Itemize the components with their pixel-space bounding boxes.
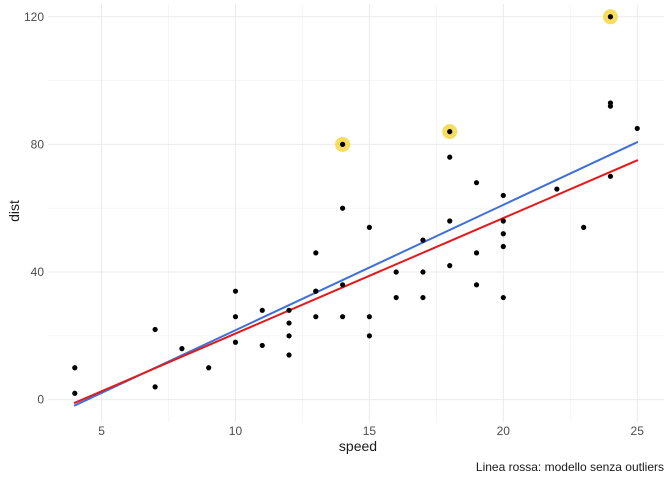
data-point [473,282,480,288]
data-point [206,365,212,371]
data-point [340,205,346,211]
data-point [393,269,399,275]
data-points [72,14,640,396]
data-point [447,263,453,269]
data-point [473,180,480,186]
data-point [152,384,158,390]
data-point [607,173,614,179]
data-point [581,224,587,230]
data-point [152,326,158,333]
data-point [72,390,78,396]
x-tick-label: 25 [631,424,645,438]
y-tick-label: 120 [24,10,44,24]
data-point [500,231,506,237]
data-point [500,192,506,199]
data-point [607,100,614,106]
data-point [607,14,614,20]
data-point [447,154,453,160]
data-point [554,186,560,192]
data-point [286,307,292,313]
regression-line-red [73,159,639,404]
data-point [313,314,319,320]
data-point [366,224,372,230]
data-point [232,339,239,345]
x-tick-label: 15 [363,424,377,438]
data-point [393,294,399,301]
chart-caption: Linea rossa: modello senza outliers [476,460,664,474]
data-point [420,237,426,243]
regression-lines [73,141,639,407]
x-tick-label: 20 [497,424,511,438]
data-point [447,129,453,135]
data-point [179,346,185,352]
data-point [72,365,78,371]
data-point [286,352,292,358]
data-point [313,288,319,294]
data-point [473,250,480,256]
data-point [232,288,239,294]
data-point [259,342,265,349]
data-point [259,307,265,313]
data-point [634,125,640,132]
data-point [500,294,506,301]
x-axis-title: speed [339,438,377,454]
data-point [366,333,372,339]
data-point [313,250,319,256]
data-point [366,314,372,320]
minor-grid [48,4,664,422]
data-point [232,314,239,320]
y-tick-label: 0 [37,393,44,407]
data-point [340,141,346,147]
x-tick-label: 10 [229,424,243,438]
data-point [500,243,506,250]
y-tick-label: 80 [31,137,45,151]
data-point [420,294,426,301]
major-grid [48,4,664,422]
y-tick-label: 40 [31,265,45,279]
data-point [286,333,292,339]
y-axis-title: dist [6,200,22,222]
data-point [340,282,346,288]
data-point [420,269,426,275]
x-axis-ticks: 5 10 15 20 25 [98,424,644,438]
x-tick-label: 5 [98,424,105,438]
data-point [447,218,453,224]
data-point [500,218,506,224]
y-axis-ticks: 0 40 80 120 [24,10,44,407]
data-point [286,320,292,326]
data-point [340,314,346,320]
